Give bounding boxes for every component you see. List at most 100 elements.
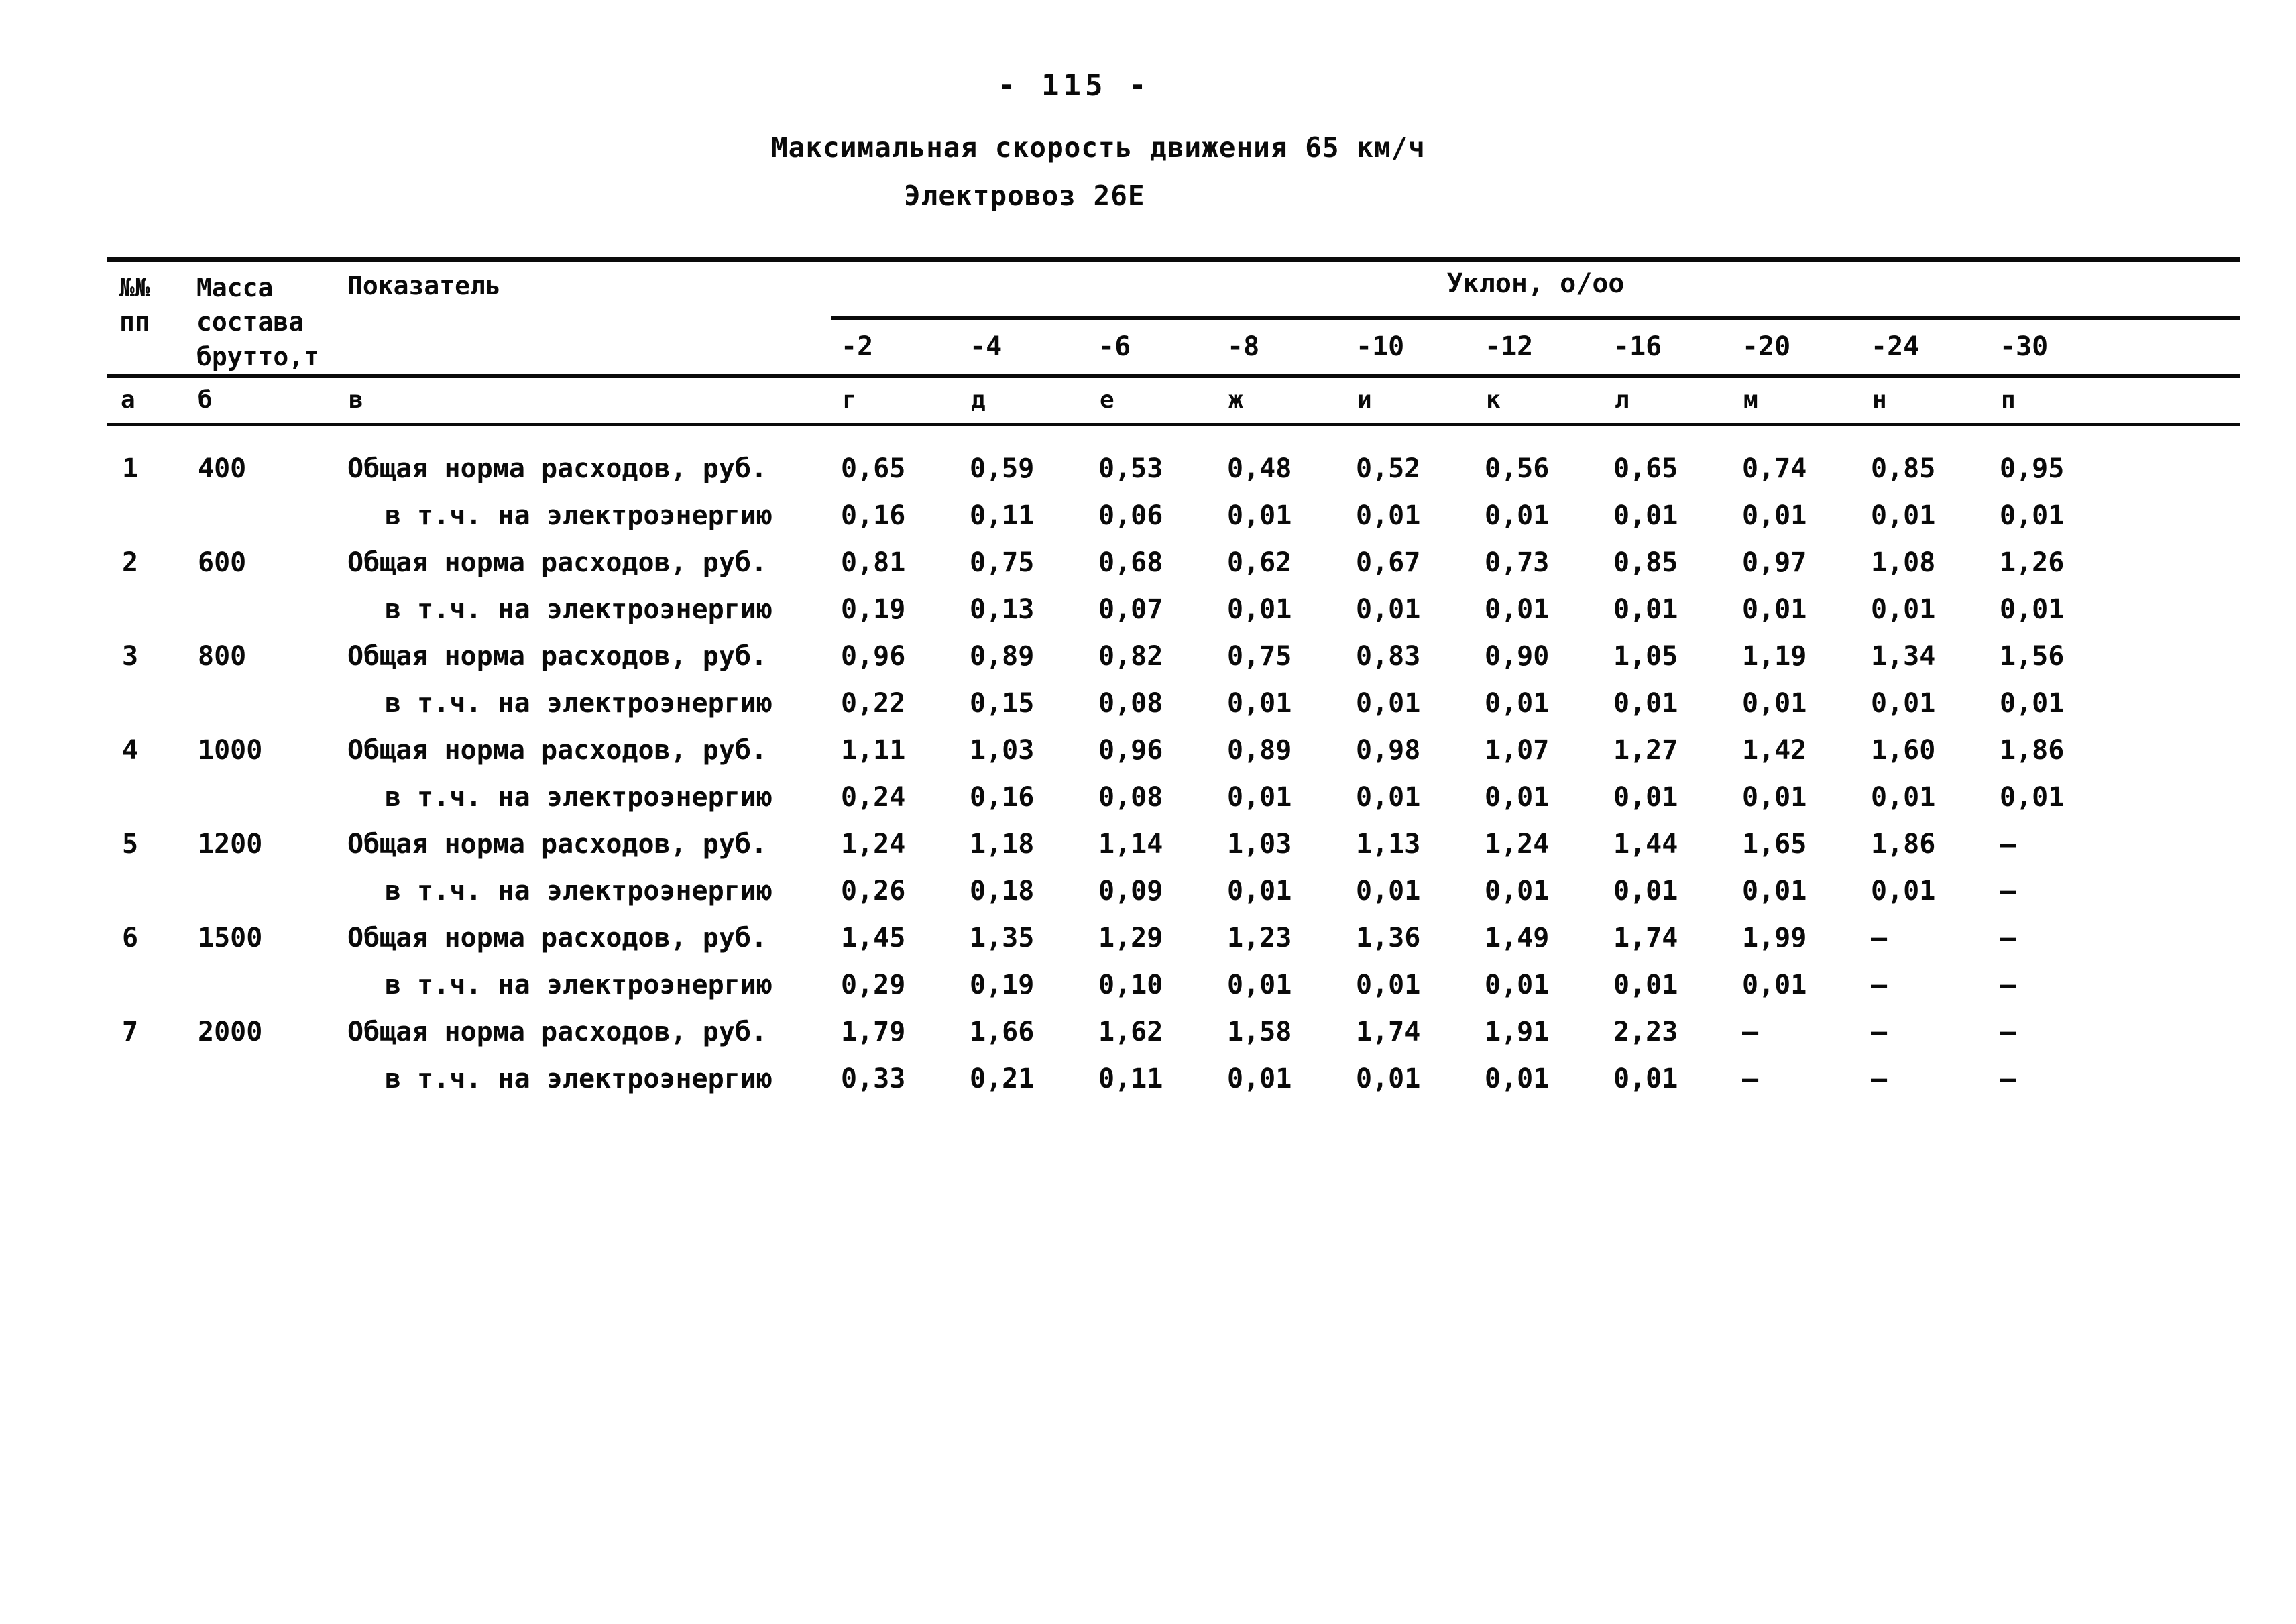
value-cell: 0,01	[2000, 593, 2065, 625]
gradient-header: -2	[831, 318, 960, 378]
row-mass: 1500	[198, 922, 263, 953]
value-cell: 0,18	[970, 875, 1035, 907]
value-cell: –	[2000, 828, 2016, 860]
gradient-header: -4	[960, 318, 1089, 378]
row-mass-empty	[191, 680, 342, 727]
row-label-sub: в т.ч. на электроэнергию	[385, 1063, 772, 1094]
value-cell: 0,95	[2000, 453, 2065, 484]
row-number: 3	[122, 640, 139, 672]
value-cell: 0,90	[1485, 640, 1550, 672]
value-cell: 0,81	[841, 546, 906, 578]
norms-table: №№ пп Масса состава брутто,т Показатель …	[107, 257, 2240, 1102]
value-cell: 0,15	[970, 687, 1035, 719]
value-cell: 0,11	[970, 500, 1035, 531]
value-cell: 0,83	[1356, 640, 1421, 672]
value-cell: 1,65	[1742, 828, 1807, 860]
value-cell: 0,01	[1613, 1063, 1678, 1094]
table-body: 1 400 Общая норма расходов, руб. 0,65 0,59 0,…	[107, 424, 2240, 1102]
value-cell: 1,19	[1742, 640, 1807, 672]
value-cell: 0,01	[1227, 969, 1292, 1000]
value-cell: 0,01	[1356, 1063, 1421, 1094]
letter-cell: а	[107, 375, 191, 426]
value-cell: 0,96	[1098, 734, 1163, 766]
value-cell: –	[1742, 1016, 1759, 1047]
value-cell: 0,01	[1742, 687, 1807, 719]
row-number-empty	[107, 1055, 191, 1102]
row-mass: 400	[198, 453, 247, 484]
value-cell: 0,01	[1227, 593, 1292, 625]
table-row-sub: в т.ч. на электроэнергию 0,19 0,13 0,07 0,01…	[107, 586, 2240, 633]
value-cell: 0,89	[970, 640, 1035, 672]
letter-cell: г	[831, 375, 960, 426]
value-cell: 1,13	[1356, 828, 1421, 860]
value-cell: 0,09	[1098, 875, 1163, 907]
value-cell: 0,01	[2000, 687, 2065, 719]
row-label-total: Общая норма расходов, руб.	[347, 453, 768, 484]
value-cell: 0,10	[1098, 969, 1163, 1000]
table-row-sub: в т.ч. на электроэнергию 0,16 0,11 0,06 0,01…	[107, 492, 2240, 539]
value-cell: –	[1871, 922, 1888, 953]
value-cell: 0,01	[1871, 593, 1936, 625]
row-mass: 600	[198, 546, 247, 578]
row-number: 1	[122, 453, 139, 484]
row-mass-empty	[191, 1055, 342, 1102]
value-cell: 1,24	[841, 828, 906, 860]
value-cell: –	[2000, 1016, 2016, 1047]
row-label-sub: в т.ч. на электроэнергию	[385, 781, 772, 813]
gradient-header: -12	[1475, 318, 1604, 378]
row-number-empty	[107, 492, 191, 539]
value-cell: 0,06	[1098, 500, 1163, 531]
value-cell: 0,01	[2000, 500, 2065, 531]
value-cell: 1,07	[1485, 734, 1550, 766]
value-cell: 0,01	[1742, 875, 1807, 907]
value-cell: 1,03	[1227, 828, 1292, 860]
value-cell: 0,75	[1227, 640, 1292, 672]
value-cell: 0,59	[970, 453, 1035, 484]
document-title: Максимальная скорость движения 65 км/ч	[771, 131, 1426, 164]
value-cell: 0,13	[970, 593, 1035, 625]
value-cell: 0,01	[1356, 593, 1421, 625]
value-cell: 0,01	[1485, 1063, 1550, 1094]
value-cell: 1,23	[1227, 922, 1292, 953]
value-cell: –	[1871, 1063, 1888, 1094]
value-cell: 1,45	[841, 922, 906, 953]
value-cell: 0,21	[970, 1063, 1035, 1094]
row-number: 5	[122, 828, 139, 860]
letter-cell: к	[1475, 375, 1604, 426]
value-cell: 0,11	[1098, 1063, 1163, 1094]
row-label-total: Общая норма расходов, руб.	[347, 922, 768, 953]
value-cell: –	[1871, 969, 1888, 1000]
table-row-sub: в т.ч. на электроэнергию 0,33 0,21 0,11 0,01…	[107, 1055, 2240, 1102]
value-cell: 0,01	[1613, 875, 1678, 907]
table-row-sub: в т.ч. на электроэнергию 0,24 0,16 0,08 0,01…	[107, 774, 2240, 821]
table-row-sub: в т.ч. на электроэнергию 0,22 0,15 0,08 0,01…	[107, 680, 2240, 727]
value-cell: –	[1742, 1063, 1759, 1094]
row-mass-empty	[191, 962, 342, 1008]
value-cell: 0,01	[1227, 500, 1292, 531]
row-number-empty	[107, 586, 191, 633]
value-cell: 1,11	[841, 734, 906, 766]
value-cell: 1,26	[2000, 546, 2065, 578]
value-cell: 1,27	[1613, 734, 1678, 766]
value-cell: 0,67	[1356, 546, 1421, 578]
col-header-num: №№ пп	[107, 259, 191, 378]
row-label-sub: в т.ч. на электроэнергию	[385, 500, 772, 531]
value-cell: 0,62	[1227, 546, 1292, 578]
value-cell: 0,98	[1356, 734, 1421, 766]
row-number: 4	[122, 734, 139, 766]
value-cell: 0,19	[841, 593, 906, 625]
value-cell: 0,01	[1613, 593, 1678, 625]
value-cell: 1,91	[1485, 1016, 1550, 1047]
gradient-header: -6	[1089, 318, 1218, 378]
value-cell: 0,85	[1871, 453, 1936, 484]
row-number-empty	[107, 680, 191, 727]
value-cell: 1,79	[841, 1016, 906, 1047]
value-cell: 0,01	[1485, 875, 1550, 907]
value-cell: –	[1871, 1016, 1888, 1047]
value-cell: 1,05	[1613, 640, 1678, 672]
row-label-sub: в т.ч. на электроэнергию	[385, 875, 772, 907]
value-cell: 1,36	[1356, 922, 1421, 953]
gradient-header: -30	[1990, 318, 2240, 378]
value-cell: 0,01	[1742, 500, 1807, 531]
value-cell: –	[2000, 969, 2016, 1000]
